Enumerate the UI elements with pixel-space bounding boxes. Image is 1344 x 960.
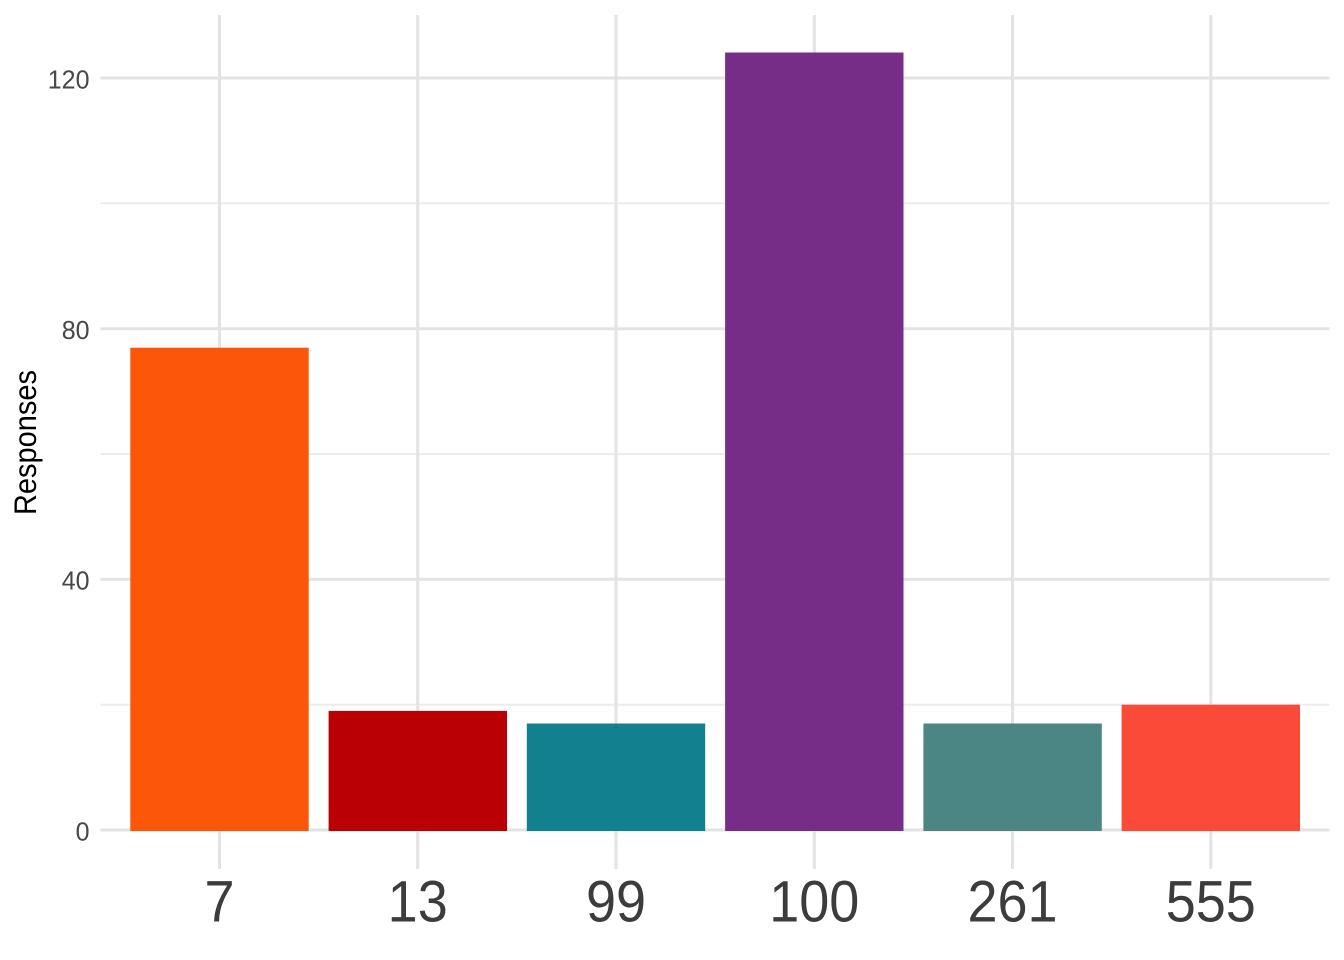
svg-text:13: 13 (388, 869, 448, 934)
svg-text:7: 7 (204, 869, 234, 934)
svg-text:40: 40 (62, 567, 90, 595)
svg-text:Responses: Responses (8, 370, 44, 515)
svg-text:99: 99 (586, 869, 646, 934)
svg-text:80: 80 (62, 317, 90, 345)
svg-text:261: 261 (967, 869, 1057, 934)
svg-text:120: 120 (48, 66, 90, 94)
svg-text:555: 555 (1166, 869, 1256, 934)
svg-text:0: 0 (76, 818, 90, 846)
svg-text:100: 100 (769, 869, 859, 934)
